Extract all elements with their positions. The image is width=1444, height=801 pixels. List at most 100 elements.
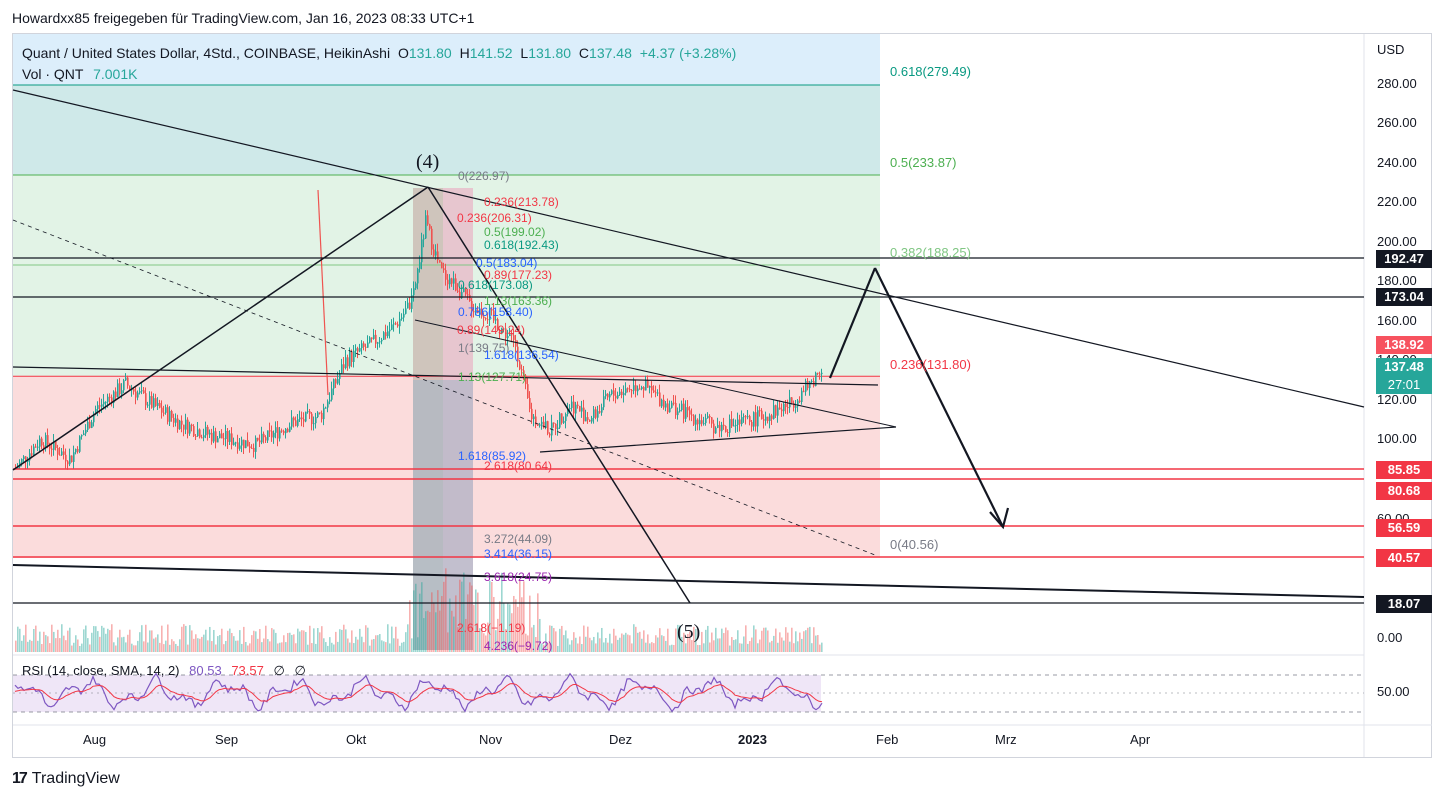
x-tick-aug: Aug xyxy=(83,732,107,747)
price-tag-last[interactable]: 137.48 xyxy=(1376,358,1432,376)
candle-body xyxy=(629,388,631,391)
grid xyxy=(13,34,1432,757)
candle-body xyxy=(235,442,237,444)
tradingview-logo[interactable]: 17 TradingView xyxy=(12,770,120,787)
candle-body xyxy=(287,428,289,432)
volume-bar xyxy=(521,597,523,652)
volume-bar xyxy=(117,637,119,652)
candle-body xyxy=(625,388,627,394)
volume-bar xyxy=(21,640,23,652)
symbol-title[interactable]: Quant / United States Dollar, 4Std., COI… xyxy=(22,45,391,61)
volume-bar xyxy=(167,624,169,652)
open-value: 131.80 xyxy=(408,45,452,61)
candle-body xyxy=(659,392,661,407)
price-tag-173[interactable]: 173.04 xyxy=(1376,288,1432,306)
channel-line xyxy=(414,319,897,428)
candle-body xyxy=(445,270,447,280)
candle-body xyxy=(239,445,241,449)
price-tag-192[interactable]: 192.47 xyxy=(1376,250,1432,268)
candle-body xyxy=(163,412,165,414)
candle-body xyxy=(55,440,57,449)
volume-bar xyxy=(723,633,725,652)
symbol-legend[interactable]: Quant / United States Dollar, 4Std., COI… xyxy=(22,45,740,61)
candle-body xyxy=(533,416,535,420)
candle-body xyxy=(571,401,573,409)
rsi-legend[interactable]: RSI (14, close, SMA, 14, 2) 80.53 73.57 … xyxy=(22,663,306,679)
candle-body xyxy=(737,419,739,425)
candle-body xyxy=(137,392,139,398)
candle-body xyxy=(519,361,521,370)
volume-bar xyxy=(237,640,239,652)
volume-legend[interactable]: Vol · QNT 7.001K xyxy=(22,66,137,82)
x-tick-feb: Feb xyxy=(876,732,899,747)
volume-bar xyxy=(65,640,67,652)
candle-body xyxy=(155,398,157,406)
volume-bar xyxy=(149,630,151,652)
candle-body xyxy=(263,433,265,438)
projection-up xyxy=(828,267,877,379)
volume-bar xyxy=(551,625,553,652)
candle-body xyxy=(775,405,777,416)
candle-body xyxy=(787,407,789,409)
candle-body xyxy=(565,414,567,422)
candle-body xyxy=(17,467,19,469)
candle-body xyxy=(63,451,65,455)
volume-bar xyxy=(673,644,675,652)
volume-bar xyxy=(757,643,759,652)
candle-body xyxy=(355,348,357,351)
fib-big-label: 0(40.56) xyxy=(890,537,938,552)
candle-body xyxy=(475,309,477,312)
volume-bar xyxy=(221,628,223,652)
volume-bar xyxy=(227,630,229,652)
candle-body xyxy=(567,408,569,415)
candle-body xyxy=(561,413,563,423)
price-tag-18[interactable]: 18.07 xyxy=(1376,595,1432,613)
volume-bar xyxy=(379,634,381,652)
volume-bar xyxy=(731,637,733,652)
price-tag-40[interactable]: 40.57 xyxy=(1376,549,1432,567)
candle-body xyxy=(395,323,397,325)
fib-small-label: 1(139.75) xyxy=(458,341,509,355)
price-tag-138[interactable]: 138.92 xyxy=(1376,336,1432,354)
candle-body xyxy=(709,415,711,418)
volume-bar xyxy=(75,635,77,652)
candle-body xyxy=(31,453,33,455)
volume-bar xyxy=(565,630,567,652)
volume-bar xyxy=(539,618,541,652)
candle-body xyxy=(677,411,679,416)
candle-body xyxy=(413,288,415,296)
volume-bar xyxy=(413,590,415,652)
candle-body xyxy=(297,419,299,426)
volume-bar xyxy=(351,630,353,652)
volume-bar xyxy=(655,635,657,652)
chart-frame[interactable] xyxy=(12,33,1432,758)
change-value: +4.37 (+3.28%) xyxy=(639,45,737,61)
price-tag-56[interactable]: 56.59 xyxy=(1376,519,1432,537)
volume-bar xyxy=(631,643,633,652)
candle-body xyxy=(541,421,543,425)
volume-bar xyxy=(645,642,647,652)
price-tag-85[interactable]: 85.85 xyxy=(1376,461,1432,479)
candle-body xyxy=(127,377,129,386)
volume-bar xyxy=(661,635,663,652)
volume-bar xyxy=(357,639,359,652)
volume-bar xyxy=(665,640,667,652)
volume-bar xyxy=(37,640,39,652)
descending-trendline-bottom xyxy=(12,564,1365,598)
candle-body xyxy=(531,408,533,420)
candle-body xyxy=(609,394,611,398)
volume-bar xyxy=(369,645,371,652)
candle-body xyxy=(215,431,217,443)
candle-body xyxy=(227,430,229,442)
candle-body xyxy=(171,411,173,418)
candle-body xyxy=(537,424,539,426)
candle-body xyxy=(507,336,509,339)
volume-bar xyxy=(543,644,545,652)
price-tag-80[interactable]: 80.68 xyxy=(1376,482,1432,500)
share-header: Howardxx85 freigegeben für TradingView.c… xyxy=(12,10,475,26)
candle-body xyxy=(255,437,257,452)
descending-trendline-top xyxy=(12,89,1365,408)
volume-bar xyxy=(87,638,89,652)
candle-body xyxy=(117,383,119,398)
